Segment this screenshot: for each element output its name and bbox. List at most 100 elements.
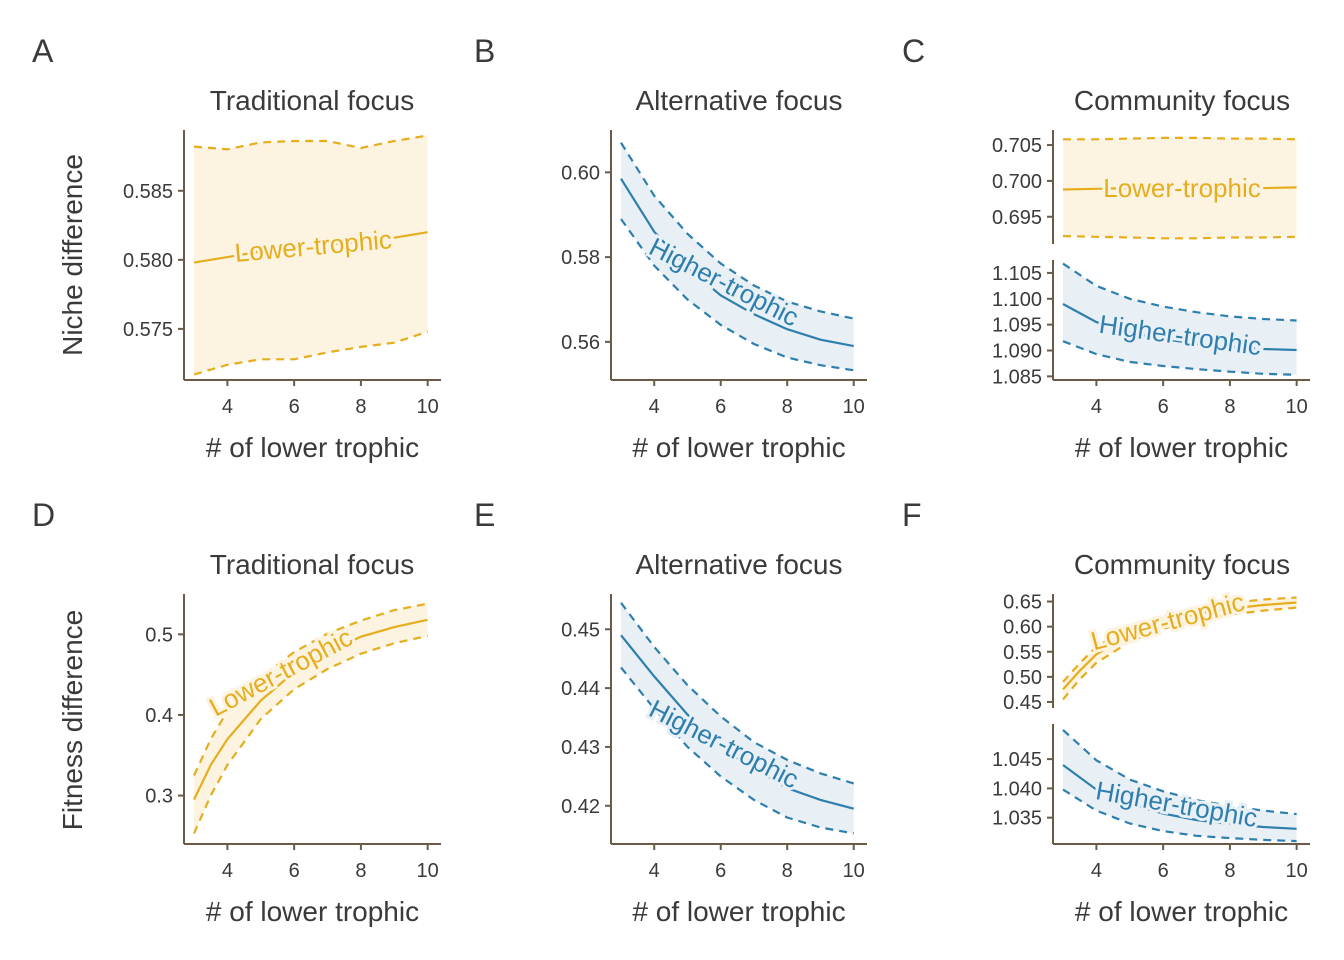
upper-bound-line (193, 602, 428, 776)
confidence-band (194, 135, 428, 375)
y-tick-label: 0.50 (1003, 667, 1042, 689)
y-tick-label: 0.580 (123, 250, 173, 272)
x-tick-label: 6 (715, 396, 726, 418)
mean-line (1062, 601, 1297, 691)
confidence-band (621, 602, 854, 834)
x-tick-label: 4 (1091, 396, 1102, 418)
series-label-halo: Lower-trophic (1103, 173, 1261, 203)
y-tick-label: 1.105 (992, 263, 1042, 285)
panel-a: A Traditional focus # of lower trophic 0.57… (32, 33, 441, 463)
x-tick-label: 8 (355, 396, 366, 418)
row-label-bottom: Fitness difference (57, 610, 88, 831)
lower-bound-line (1062, 788, 1297, 843)
panel-letter: C (902, 33, 925, 69)
y-tick-label: 1.035 (992, 808, 1042, 830)
y-tick-label: 0.43 (561, 737, 600, 759)
panel-letter: F (902, 497, 922, 533)
x-tick-label: 8 (782, 860, 793, 882)
panel-title: Alternative focus (636, 85, 843, 116)
y-tick-label: 1.045 (992, 749, 1042, 771)
lower-bound-line (1062, 235, 1297, 240)
x-axis-title: # of lower trophic (206, 432, 419, 463)
panel-title: Traditional focus (210, 549, 414, 580)
mean-line (620, 634, 854, 810)
y-tick-label: 0.42 (561, 796, 600, 818)
panel-letter: A (32, 33, 54, 69)
y-tick-label: 0.4 (145, 705, 173, 727)
panel-title: Alternative focus (636, 549, 843, 580)
series-label: Lower-trophic (1103, 173, 1261, 203)
lower-bound-line (620, 666, 854, 835)
panel-letter: B (474, 33, 495, 69)
y-tick-label: 0.5 (145, 624, 173, 646)
y-tick-label: 0.65 (1003, 592, 1042, 614)
y-tick-label: 1.095 (992, 315, 1042, 337)
y-tick-label: 0.45 (1003, 692, 1042, 714)
row-label-top: Niche difference (57, 154, 88, 356)
y-tick-label: 0.44 (561, 678, 600, 700)
y-tick-label: 1.085 (992, 366, 1042, 388)
x-tick-label: 6 (289, 396, 300, 418)
y-tick-label: 0.58 (561, 247, 600, 269)
confidence-band (194, 603, 428, 834)
x-tick-label: 10 (843, 396, 865, 418)
upper-bound-line (620, 602, 855, 785)
x-tick-label: 4 (649, 396, 660, 418)
mean-line (1062, 186, 1297, 191)
mean-line (620, 178, 854, 348)
panel-title: Community focus (1074, 85, 1290, 116)
x-tick-label: 8 (355, 860, 366, 882)
series-label: Lower-trophic (1088, 586, 1248, 656)
x-tick-label: 4 (1091, 860, 1102, 882)
upper-bound-line (1062, 729, 1297, 816)
lower-bound-line (1062, 340, 1297, 376)
series-label: Higher-trophic (645, 694, 804, 795)
x-axis-title: # of lower trophic (632, 896, 845, 927)
panel-d: D Traditional focus # of lower trophic 0.3 0… (32, 497, 441, 927)
y-tick-label: 0.45 (561, 619, 600, 641)
x-tick-label: 10 (1286, 396, 1308, 418)
x-tick-label: 8 (782, 396, 793, 418)
x-tick-label: 10 (1286, 860, 1308, 882)
upper-bound-line (1062, 262, 1297, 322)
y-tick-label: 1.040 (992, 778, 1042, 800)
panel-c: C Community focus # of lower trophic 0.695 0… (902, 33, 1310, 463)
y-tick-label: 1.100 (992, 289, 1042, 311)
y-tick-label: 0.700 (992, 171, 1042, 193)
panel-b: B Alternative focus # of lower trophic 0.56… (474, 33, 867, 463)
x-tick-label: 6 (1158, 860, 1169, 882)
x-tick-label: 6 (1158, 396, 1169, 418)
panel-f: F Community focus # of lower trophic 0.45 0.… (902, 497, 1310, 927)
panel-letter: E (474, 497, 495, 533)
x-tick-label: 8 (1224, 396, 1235, 418)
x-tick-label: 8 (1224, 860, 1235, 882)
mean-line (1062, 764, 1297, 830)
y-tick-label: 0.695 (992, 207, 1042, 229)
y-tick-label: 0.55 (1003, 642, 1042, 664)
x-tick-label: 6 (715, 860, 726, 882)
mean-line (1062, 303, 1297, 352)
y-tick-label: 1.090 (992, 341, 1042, 363)
x-tick-label: 10 (417, 396, 439, 418)
x-tick-label: 6 (289, 860, 300, 882)
x-tick-label: 4 (649, 860, 660, 882)
upper-bound-line (1063, 136, 1297, 141)
x-tick-label: 10 (417, 860, 439, 882)
x-tick-label: 10 (843, 860, 865, 882)
mean-line (193, 618, 428, 801)
x-tick-label: 4 (222, 396, 233, 418)
confidence-band (621, 142, 854, 371)
y-tick-label: 0.56 (561, 332, 600, 354)
y-tick-label: 0.3 (145, 786, 173, 808)
upper-bound-line (1062, 596, 1297, 683)
y-tick-label: 0.585 (123, 181, 173, 203)
panel-e: E Alternative focus # of lower trophic 0.42… (474, 497, 867, 927)
lower-bound-line (193, 330, 428, 376)
x-axis-title: # of lower trophic (1075, 432, 1288, 463)
series-label: Lower-trophic (204, 622, 357, 722)
x-axis-title: # of lower trophic (206, 896, 419, 927)
upper-bound-line (193, 134, 428, 151)
lower-bound-line (1062, 606, 1297, 701)
x-axis-title: # of lower trophic (1075, 896, 1288, 927)
